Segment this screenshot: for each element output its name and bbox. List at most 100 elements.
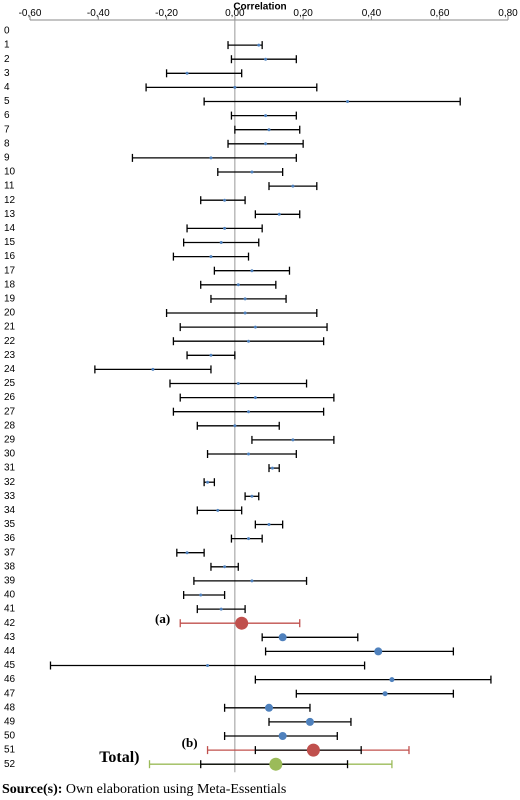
point xyxy=(250,170,254,174)
point xyxy=(233,85,237,89)
y-tick-label: 11 xyxy=(4,181,15,192)
y-tick-label: 13 xyxy=(4,209,16,220)
y-tick-label: 29 xyxy=(4,435,16,446)
point xyxy=(223,226,227,230)
x-tick-label: 0,40 xyxy=(362,8,382,19)
source: Source(s): Own elaboration using Meta-Es… xyxy=(2,782,286,797)
x-tick-label: 0,20 xyxy=(293,8,313,19)
point xyxy=(265,703,273,712)
y-tick-label: 32 xyxy=(4,477,16,488)
y-tick-label: 43 xyxy=(4,632,16,643)
point xyxy=(250,579,254,583)
y-tick-label: 9 xyxy=(4,153,10,164)
y-tick-label: 5 xyxy=(4,96,10,107)
point xyxy=(247,410,251,414)
y-tick-label: 21 xyxy=(4,322,16,333)
point xyxy=(346,100,350,103)
point xyxy=(216,508,220,512)
y-tick-label: 36 xyxy=(4,533,16,544)
y-tick-label: 50 xyxy=(4,731,16,742)
x-tick-label: -0,20 xyxy=(155,8,178,19)
point xyxy=(151,367,155,371)
point xyxy=(219,607,223,611)
y-tick-label: 2 xyxy=(4,54,10,65)
y-tick-label: 20 xyxy=(4,308,16,319)
y-tick-label: 1 xyxy=(4,40,10,51)
point xyxy=(223,198,227,202)
axis-title: Correlation xyxy=(233,2,286,13)
point xyxy=(291,438,295,442)
point xyxy=(235,616,249,630)
point xyxy=(247,537,251,541)
y-tick-label: 41 xyxy=(4,604,16,615)
y-tick-label: 0 xyxy=(4,26,10,37)
point xyxy=(257,43,261,47)
source-label: Source(s): xyxy=(2,782,62,797)
point xyxy=(270,466,274,470)
annotation: (a) xyxy=(155,611,170,626)
y-tick-label: 16 xyxy=(4,251,16,262)
point xyxy=(247,452,251,456)
annotation: (b) xyxy=(182,735,198,750)
point xyxy=(243,311,247,315)
y-tick-label: 46 xyxy=(4,674,16,685)
y-tick-label: 38 xyxy=(4,561,16,572)
point xyxy=(389,677,395,683)
y-tick-label: 31 xyxy=(4,463,16,474)
point xyxy=(185,71,189,75)
point xyxy=(267,523,271,526)
y-tick-label: 3 xyxy=(4,68,10,79)
point xyxy=(247,339,251,343)
point xyxy=(278,633,287,642)
point xyxy=(206,664,210,667)
y-tick-label: 25 xyxy=(4,378,16,389)
x-tick-label: 0,80 xyxy=(498,8,518,19)
point xyxy=(185,551,189,555)
point xyxy=(305,717,314,726)
y-tick-label: 34 xyxy=(4,505,16,516)
point xyxy=(253,396,257,400)
point xyxy=(374,647,383,656)
y-tick-label: 49 xyxy=(4,717,16,728)
point xyxy=(199,593,203,597)
y-tick-label: 15 xyxy=(4,237,16,248)
y-tick-label: 8 xyxy=(4,138,10,149)
y-tick-label: 30 xyxy=(4,449,16,460)
y-tick-label: 42 xyxy=(4,618,16,629)
x-tick-label: -0,40 xyxy=(87,8,110,19)
y-tick-label: 19 xyxy=(4,294,16,305)
x-tick-label: 0,60 xyxy=(430,8,450,19)
y-tick-label: 18 xyxy=(4,279,16,290)
y-tick-label: 23 xyxy=(4,350,16,361)
y-tick-label: 40 xyxy=(4,590,16,601)
y-tick-label: 12 xyxy=(4,195,16,206)
y-tick-label: 47 xyxy=(4,688,16,699)
y-tick-label: 35 xyxy=(4,519,16,530)
y-tick-label: 44 xyxy=(4,646,16,657)
y-tick-label: 37 xyxy=(4,547,16,558)
y-tick-label: 51 xyxy=(4,745,16,756)
point xyxy=(250,269,254,273)
y-tick-label: 22 xyxy=(4,336,16,347)
y-tick-label: 7 xyxy=(4,124,10,135)
point xyxy=(243,297,247,301)
point xyxy=(269,757,283,771)
y-tick-label: 24 xyxy=(4,364,16,375)
point xyxy=(277,212,281,216)
y-tick-label: 6 xyxy=(4,110,10,121)
point xyxy=(236,283,240,287)
y-tick-label: 17 xyxy=(4,265,16,276)
point xyxy=(209,156,213,160)
point xyxy=(382,691,388,697)
y-tick-label: 26 xyxy=(4,392,16,403)
point xyxy=(264,142,268,146)
y-tick-label: 45 xyxy=(4,660,16,671)
point xyxy=(209,353,213,357)
point xyxy=(233,424,237,428)
y-tick-label: 39 xyxy=(4,576,16,587)
point xyxy=(236,382,240,385)
point xyxy=(209,255,213,259)
y-tick-label: 27 xyxy=(4,406,16,417)
point xyxy=(253,325,257,329)
